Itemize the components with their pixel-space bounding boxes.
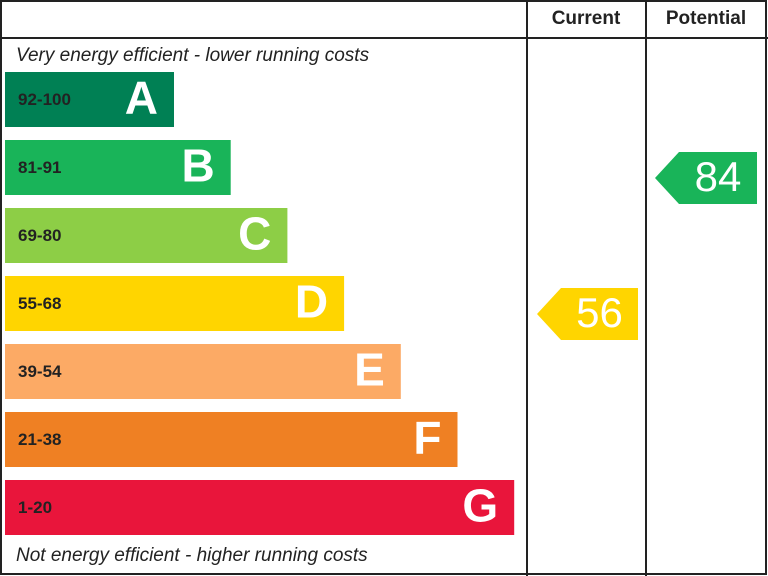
band-letter: B <box>181 140 214 192</box>
band-bar <box>5 276 345 331</box>
column-header: Current <box>552 8 621 29</box>
band-range: 55-68 <box>18 294 61 313</box>
bottom-note: Not energy efficient - higher running co… <box>16 545 368 566</box>
band-range: 1-20 <box>18 498 52 517</box>
rating-value: 84 <box>695 153 742 200</box>
band-bar <box>5 480 515 535</box>
band-bar <box>5 72 174 127</box>
band-range: 81-91 <box>18 158 61 177</box>
band-range: 21-38 <box>18 430 61 449</box>
band-bar <box>5 140 231 195</box>
band-letter: C <box>238 208 271 260</box>
band-letter: D <box>295 276 328 328</box>
band-letter: G <box>462 480 498 532</box>
band-letter: E <box>354 344 385 396</box>
top-note: Very energy efficient - lower running co… <box>16 45 370 66</box>
band-bar <box>5 344 401 399</box>
band-letter: F <box>413 412 441 464</box>
rating-arrow <box>655 152 757 204</box>
band-letter: A <box>125 72 158 124</box>
rating-value: 56 <box>576 289 623 336</box>
band-range: 92-100 <box>18 90 71 109</box>
rating-arrow <box>537 288 638 340</box>
band-range: 39-54 <box>18 362 62 381</box>
column-header: Potential <box>666 8 746 29</box>
band-bar <box>5 208 288 263</box>
band-range: 69-80 <box>18 226 61 245</box>
band-bar <box>5 412 458 467</box>
